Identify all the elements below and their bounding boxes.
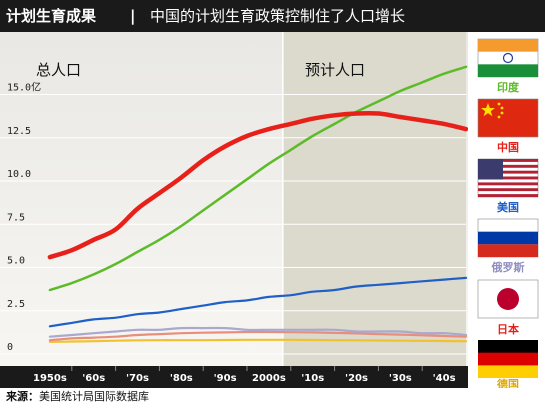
population-chart: 0 2.5 5.0 7.5 10.0 12.5 15.0亿 1950s '60s '70s '80… [0,32,545,388]
x-tick-label: '80s [170,373,193,384]
y-tick-label: 2.5 [7,299,25,310]
legend-item-japan: 日本 [477,279,539,336]
source-label: 来源： [6,390,39,403]
series-lines [47,65,469,343]
x-tick-label: '90s [214,373,237,384]
chart-title: 计划生育成果 [6,7,97,25]
x-tick-label: '60s [82,373,105,384]
series-line-china [47,110,469,260]
legend-item-india: 印度 [477,38,539,94]
x-axis-band [0,366,545,388]
x-tick-label: '10s [301,373,324,384]
series-line-russia [48,326,468,338]
source-text: 美国统计局国际数据库 [39,390,149,403]
title-bar: 计划生育成果 | 中国的计划生育政策控制住了人口增长 [0,0,545,32]
legend-item-usa: 美国 [477,158,539,214]
usa-flag [477,158,539,198]
legend-panel [468,32,545,388]
legend-item-china: 中国 [477,98,539,154]
legend-label-usa: 美国 [497,200,519,214]
legend-label-russia: 俄罗斯 [491,260,525,274]
legend-label-japan: 日本 [497,322,519,336]
series-line-germany [48,338,468,343]
china-flag [477,98,539,138]
legend-label-germany: 德国 [496,377,519,388]
source-note: 来源：美国统计局国际数据库 [6,388,149,404]
chart-subtitle: 中国的计划生育政策控制住了人口增长 [150,7,406,25]
legend: 印度 中国 [477,38,539,388]
legend-item-russia: 俄罗斯 [477,218,539,274]
x-tick-labels: 1950s '60s '70s '80s '90s 2000s '10s '20s '30s '4… [33,366,456,384]
india-flag [477,38,539,78]
x-tick-label: '40s [433,373,456,384]
projection-area [282,32,466,366]
y-tick-label: 12.5 [7,126,31,137]
legend-label-china: 中国 [497,140,519,154]
y-tick-label: 0 [7,342,13,353]
russia-flag [477,218,539,258]
x-tick-label: '30s [389,373,412,384]
x-tick-label: 2000s [252,373,286,384]
gridlines [0,94,466,355]
x-tick-label: 1950s [33,373,67,384]
y-tick-label: 5.0 [7,256,25,267]
japan-flag [477,279,539,319]
legend-item-germany: 德国 [478,340,538,388]
y-tick-label: 10.0 [7,169,31,180]
series-line-usa [48,276,468,328]
y-tick-labels: 0 2.5 5.0 7.5 10.0 12.5 15.0亿 [7,81,41,354]
legend-label-india: 印度 [497,80,520,94]
x-tick-label: '70s [126,373,149,384]
y-axis-label: 总人口 [36,61,81,79]
series-line-india [48,65,468,292]
germany-flag [478,340,538,378]
series-line-japan [48,330,468,342]
x-tick-label: '20s [345,373,368,384]
y-tick-label: 7.5 [7,212,25,223]
projection-label: 预计人口 [305,61,365,79]
title-separator: | [130,7,136,25]
y-tick-label: 15.0亿 [7,81,41,94]
